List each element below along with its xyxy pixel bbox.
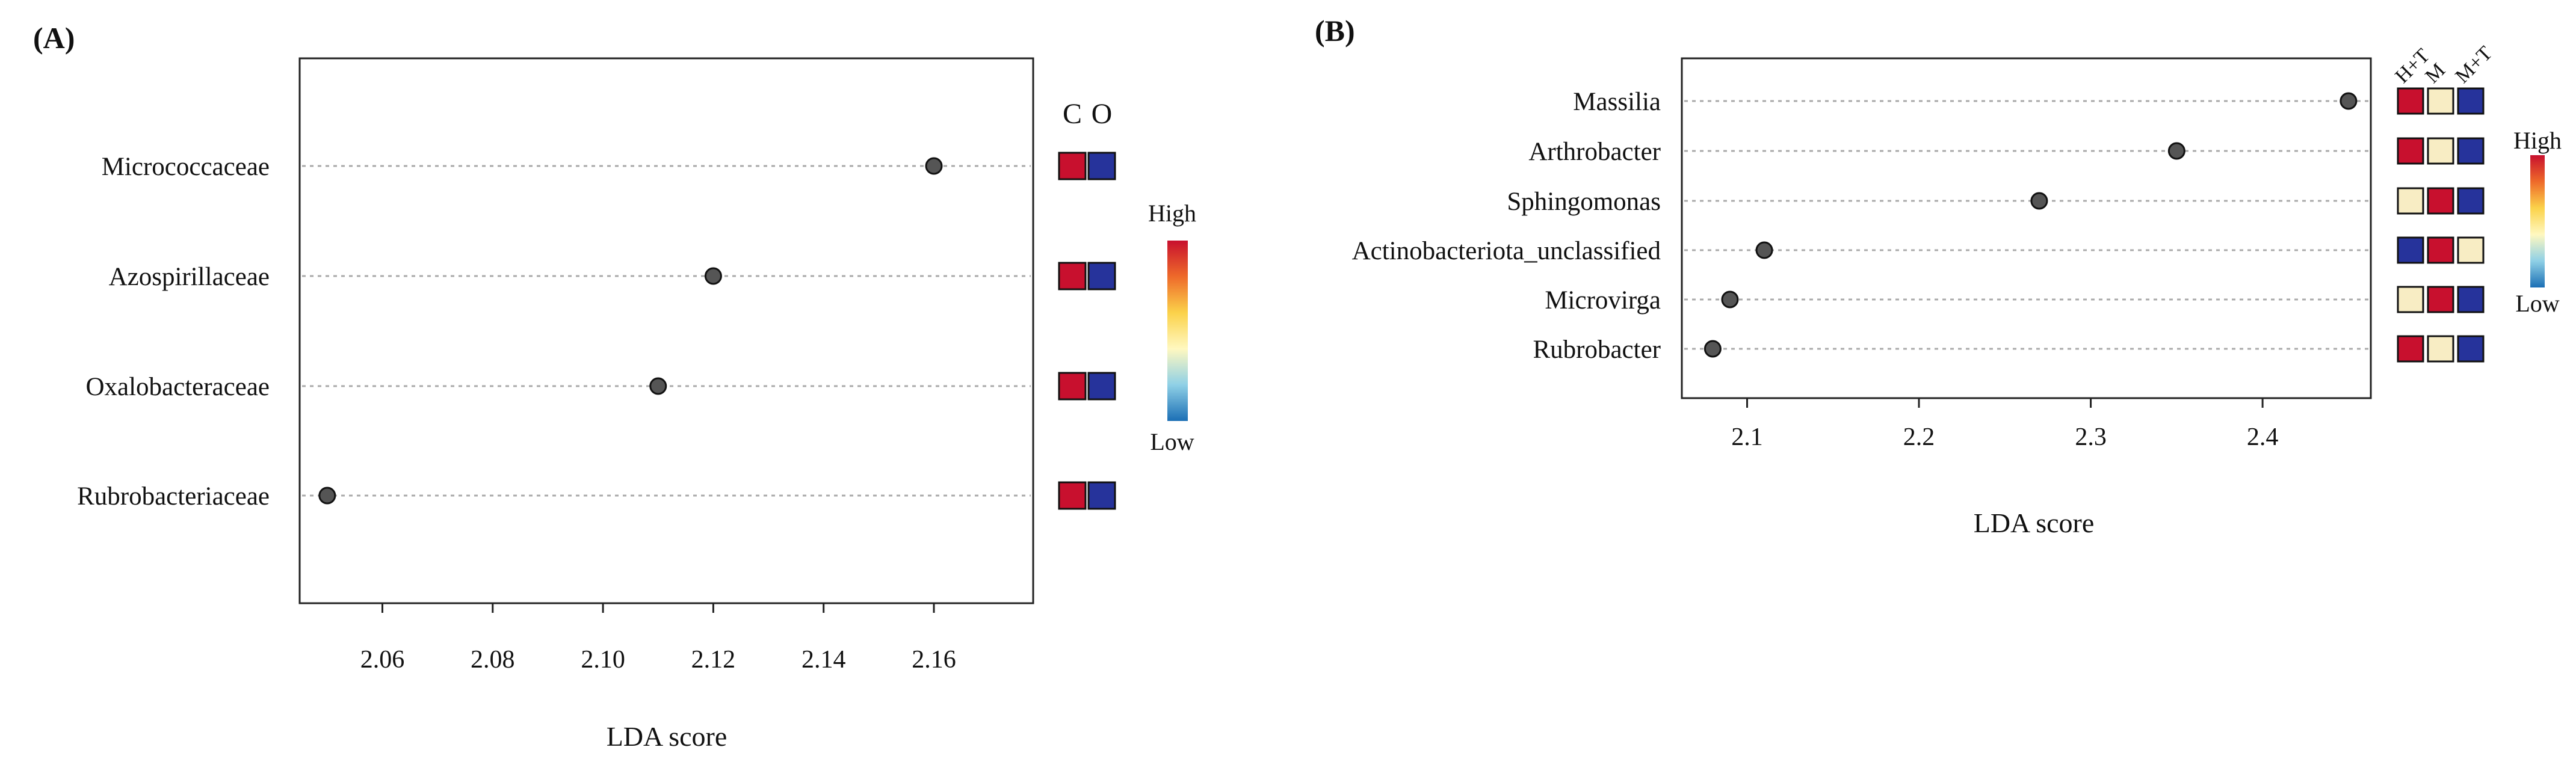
panel-a-heatmap-cell bbox=[1087, 372, 1116, 401]
panel-b-heatmap-cell bbox=[2397, 87, 2424, 115]
panel-a-heatmap-cell bbox=[1058, 481, 1087, 510]
panel-b-heatmap-cell bbox=[2397, 236, 2424, 264]
panel-b-heatmap-cell bbox=[2397, 335, 2424, 363]
panel-b-heatmap-cell bbox=[2457, 236, 2485, 264]
panel-b-heatmap-cell bbox=[2427, 286, 2454, 313]
panel-a-category-label: Rubrobacteriaceae bbox=[77, 482, 270, 511]
panel-a-heatmap-cell bbox=[1087, 262, 1116, 290]
panel-a-point bbox=[318, 487, 336, 505]
panel-a-tick-label: 2.06 bbox=[360, 646, 405, 674]
panel-a-heatmap-cell bbox=[1058, 262, 1087, 290]
panel-b-category-label: Rubrobacter bbox=[1533, 336, 1661, 364]
panel-b-point bbox=[2030, 192, 2048, 210]
panel-b-heatmap-cell bbox=[2457, 137, 2485, 165]
panel-b-heatmap-header: M+T bbox=[2451, 42, 2497, 88]
panel-a-legend-low: Low bbox=[1150, 428, 1194, 455]
panel-b-heatmap-cell bbox=[2397, 286, 2424, 313]
panel-b-heatmap-cell bbox=[2457, 187, 2485, 215]
panel-b-heatmap-cell bbox=[2397, 137, 2424, 165]
panel-b-heatmap-cell bbox=[2397, 187, 2424, 215]
panel-a-label: (A) bbox=[33, 21, 75, 55]
panel-a-tick-label: 2.14 bbox=[802, 646, 846, 674]
panel-a-point bbox=[649, 377, 667, 395]
panel-a-category-label: Azospirillaceae bbox=[109, 263, 270, 291]
panel-a-point bbox=[925, 157, 943, 175]
panel-b-legend-bar bbox=[2530, 155, 2545, 287]
panel-b-category-label: Microvirga bbox=[1545, 286, 1661, 315]
panel-b-heatmap-cell bbox=[2427, 87, 2454, 115]
panel-b-category-label: Massilia bbox=[1573, 88, 1661, 116]
panel-a-category-label: Oxalobacteraceae bbox=[85, 373, 270, 401]
panel-b-legend-high: High bbox=[2513, 127, 2562, 154]
panel-a-heatmap-header: C bbox=[1063, 98, 1082, 130]
panel-a-tick-label: 2.10 bbox=[581, 646, 625, 674]
panel-b-x-axis-label: LDA score bbox=[1974, 508, 2095, 538]
panel-b-heatmap-cell bbox=[2427, 187, 2454, 215]
panel-b-heatmap-cell bbox=[2427, 236, 2454, 264]
panel-a-category-label: Micrococcaceae bbox=[102, 153, 270, 181]
panel-a-legend-high: High bbox=[1148, 200, 1196, 227]
panel-b-heatmap-cell bbox=[2457, 286, 2485, 313]
panel-b-category-label: Sphingomonas bbox=[1507, 188, 1661, 216]
panel-a-heatmap-header: O bbox=[1092, 98, 1113, 130]
panel-a-tick-label: 2.08 bbox=[471, 646, 515, 674]
panel-b-point bbox=[1721, 290, 1739, 309]
panel-b-tick-label: 2.3 bbox=[2075, 423, 2107, 451]
panel-b-point bbox=[2340, 92, 2358, 110]
panel-a-legend-bar bbox=[1167, 241, 1188, 421]
panel-b-heatmap-cell bbox=[2457, 335, 2485, 363]
panel-a-tick-label: 2.16 bbox=[912, 646, 956, 674]
panel-a-heatmap-cell bbox=[1087, 481, 1116, 510]
panel-a-heatmap-cell bbox=[1058, 152, 1087, 180]
panel-a-point bbox=[704, 267, 722, 285]
panel-b-point bbox=[1755, 241, 1773, 259]
panel-b-tick-label: 2.4 bbox=[2247, 423, 2279, 451]
panel-a-heatmap-cell bbox=[1087, 152, 1116, 180]
panel-a-plot-frame bbox=[298, 57, 1034, 604]
panel-b-point bbox=[2167, 142, 2185, 160]
panel-b-plot-frame bbox=[1681, 57, 2372, 399]
panel-b-heatmap-cell bbox=[2427, 335, 2454, 363]
panel-b-legend-low: Low bbox=[2515, 290, 2559, 317]
panel-b-label: (B) bbox=[1315, 14, 1355, 48]
panel-b-tick-label: 2.1 bbox=[1731, 423, 1763, 451]
panel-b-heatmap-cell bbox=[2457, 87, 2485, 115]
panel-a-tick-label: 2.12 bbox=[691, 646, 736, 674]
panel-b-heatmap-cell bbox=[2427, 137, 2454, 165]
panel-b-point bbox=[1703, 340, 1722, 358]
panel-b-category-label: Arthrobacter bbox=[1528, 138, 1661, 166]
panel-a-heatmap-cell bbox=[1058, 372, 1087, 401]
panel-b-tick-label: 2.2 bbox=[1903, 423, 1935, 451]
panel-a-x-axis-label: LDA score bbox=[607, 721, 727, 752]
panel-b-category-label: Actinobacteriota_unclassified bbox=[1352, 237, 1661, 265]
